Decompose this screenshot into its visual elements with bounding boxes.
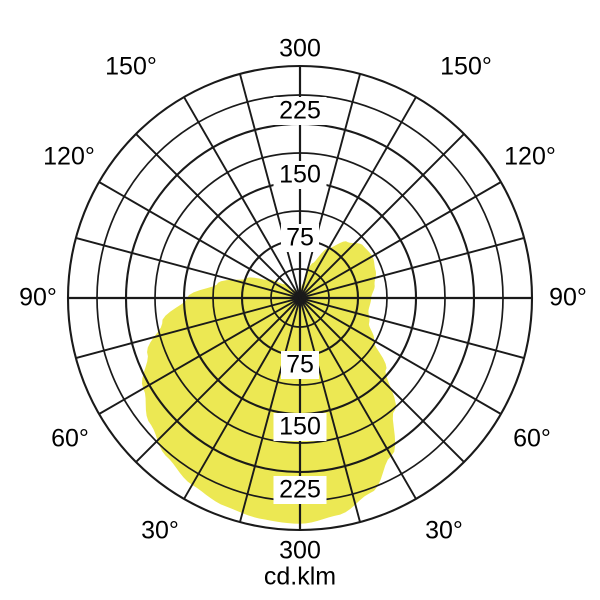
radial-tick-label-dn-300: 300 bbox=[279, 537, 321, 565]
angle-tick-label-right-150: 150° bbox=[440, 53, 492, 81]
angle-tick-label-left-90: 90° bbox=[19, 284, 57, 312]
radial-label-bg-up-300 bbox=[273, 35, 327, 63]
radial-label-bg-dn-225 bbox=[273, 476, 327, 504]
angle-tick-label-layer: 150° 120° 90° 60° 30° 150° 120° 90° 60° 30° bbox=[19, 53, 587, 545]
unit-caption-layer: cd.klm bbox=[264, 563, 336, 591]
grid-spoke-165deg bbox=[239, 73, 361, 523]
radial-tick-label-dn-225: 225 bbox=[279, 476, 321, 504]
angle-tick-label-right-90: 90° bbox=[549, 284, 587, 312]
luminous-intensity-lobe-layer bbox=[141, 241, 396, 524]
angle-tick-label-right-60: 60° bbox=[513, 425, 551, 453]
angle-tick-label-left-120: 120° bbox=[43, 143, 95, 171]
radial-label-bg-dn-75 bbox=[281, 351, 319, 379]
radial-tick-label-dn-75: 75 bbox=[286, 351, 314, 379]
radial-label-bg-dn-150 bbox=[273, 413, 327, 441]
radial-label-bg-up-150 bbox=[273, 161, 327, 189]
angle-tick-label-left-60: 60° bbox=[51, 425, 89, 453]
angle-tick-label-right-120: 120° bbox=[504, 143, 556, 171]
luminous-intensity-curve-fill bbox=[141, 241, 396, 524]
radial-tick-label-layer: 300 225 150 75 75 150 225 300 bbox=[273, 35, 327, 565]
radial-tick-label-up-225: 225 bbox=[279, 97, 321, 125]
radial-label-bg-up-75 bbox=[281, 224, 319, 252]
radial-label-bg-up-225 bbox=[273, 97, 327, 125]
radial-tick-label-dn-150: 150 bbox=[279, 413, 321, 441]
angle-tick-label-left-150: 150° bbox=[105, 53, 157, 81]
angle-tick-label-left-30: 30° bbox=[141, 517, 179, 545]
unit-caption: cd.klm bbox=[264, 563, 336, 591]
radial-tick-label-up-300: 300 bbox=[279, 35, 321, 63]
polar-grid-layer bbox=[66, 64, 534, 532]
radial-label-bg-dn-300 bbox=[273, 537, 327, 565]
radial-tick-label-up-75: 75 bbox=[286, 224, 314, 252]
radial-tick-label-up-150: 150 bbox=[279, 161, 321, 189]
angle-tick-label-right-30: 30° bbox=[425, 517, 463, 545]
